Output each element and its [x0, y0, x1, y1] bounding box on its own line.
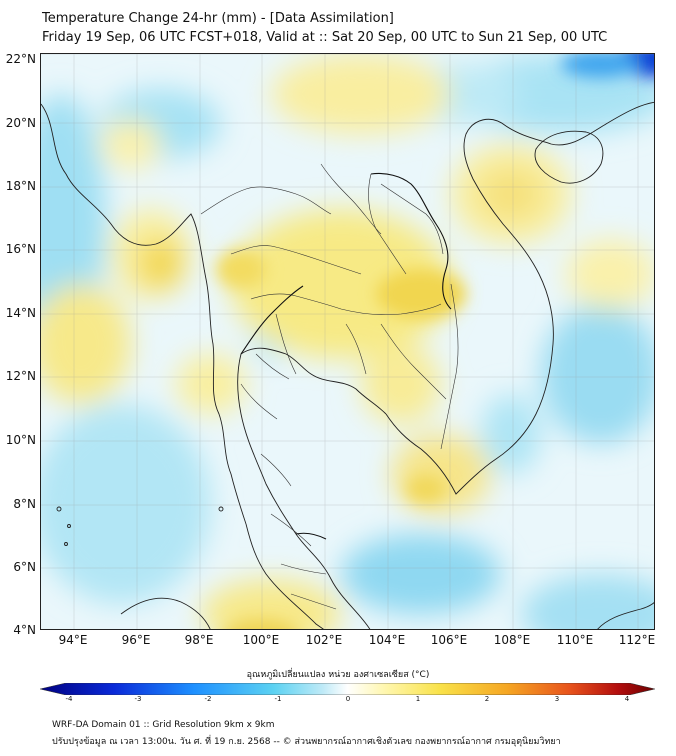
lon-label-100e: 100°E	[242, 633, 280, 647]
lat-label-6n: 6°N	[13, 560, 36, 574]
map-canvas	[41, 54, 654, 629]
colorbar-tick--3: -3	[134, 695, 142, 703]
lat-label-4n: 4°N	[13, 623, 36, 637]
colorbar-ramp	[39, 682, 656, 696]
lon-label-102e: 102°E	[305, 633, 343, 647]
country-borders	[240, 172, 452, 540]
graticule	[41, 54, 654, 629]
colorbar-tick-0: 0	[345, 695, 351, 703]
colorbar-tick-2: 2	[484, 695, 490, 703]
colorbar-tick-3: 3	[554, 695, 560, 703]
lat-label-18n: 18°N	[5, 179, 36, 193]
colorbar-tick--4: -4	[65, 695, 73, 703]
lon-label-108e: 108°E	[493, 633, 531, 647]
colorbar-svg	[39, 682, 656, 696]
colorbar-tick--1: -1	[274, 695, 282, 703]
colorbar-tick--2: -2	[204, 695, 212, 703]
lon-label-106e: 106°E	[430, 633, 468, 647]
lon-label-98e: 98°E	[184, 633, 214, 647]
admin-boundaries	[200, 163, 459, 610]
colorbar-tick-4: 4	[624, 695, 630, 703]
lon-label-96e: 96°E	[121, 633, 151, 647]
lat-label-16n: 16°N	[5, 242, 36, 256]
coastlines	[41, 101, 654, 629]
lat-label-12n: 12°N	[5, 369, 36, 383]
map-subtitle: Friday 19 Sep, 06 UTC FCST+018, Valid at…	[42, 30, 608, 45]
lat-label-14n: 14°N	[5, 306, 36, 320]
lat-label-10n: 10°N	[5, 433, 36, 447]
colorbar-title: อุณหภูมิเปลี่ยนแปลง หน่วย องศาเซลเซียส (…	[246, 670, 430, 680]
lat-label-22n: 22°N	[5, 52, 36, 66]
lat-label-8n: 8°N	[13, 497, 36, 511]
colorbar	[39, 680, 656, 696]
map-title: Temperature Change 24-hr (mm) - [Data As…	[42, 11, 394, 26]
map-panel	[40, 53, 655, 630]
lon-label-104e: 104°E	[368, 633, 406, 647]
footer-credit: ปรับปรุงข้อมูล ณ เวลา 13:00น. วัน ศ. ที่…	[52, 737, 561, 747]
lat-label-20n: 20°N	[5, 116, 36, 130]
lon-label-94e: 94°E	[58, 633, 88, 647]
lon-label-112e: 112°E	[618, 633, 656, 647]
colorbar-tick-1: 1	[415, 695, 421, 703]
footer-model-info: WRF-DA Domain 01 :: Grid Resolution 9km …	[52, 720, 275, 730]
lon-label-110e: 110°E	[556, 633, 594, 647]
